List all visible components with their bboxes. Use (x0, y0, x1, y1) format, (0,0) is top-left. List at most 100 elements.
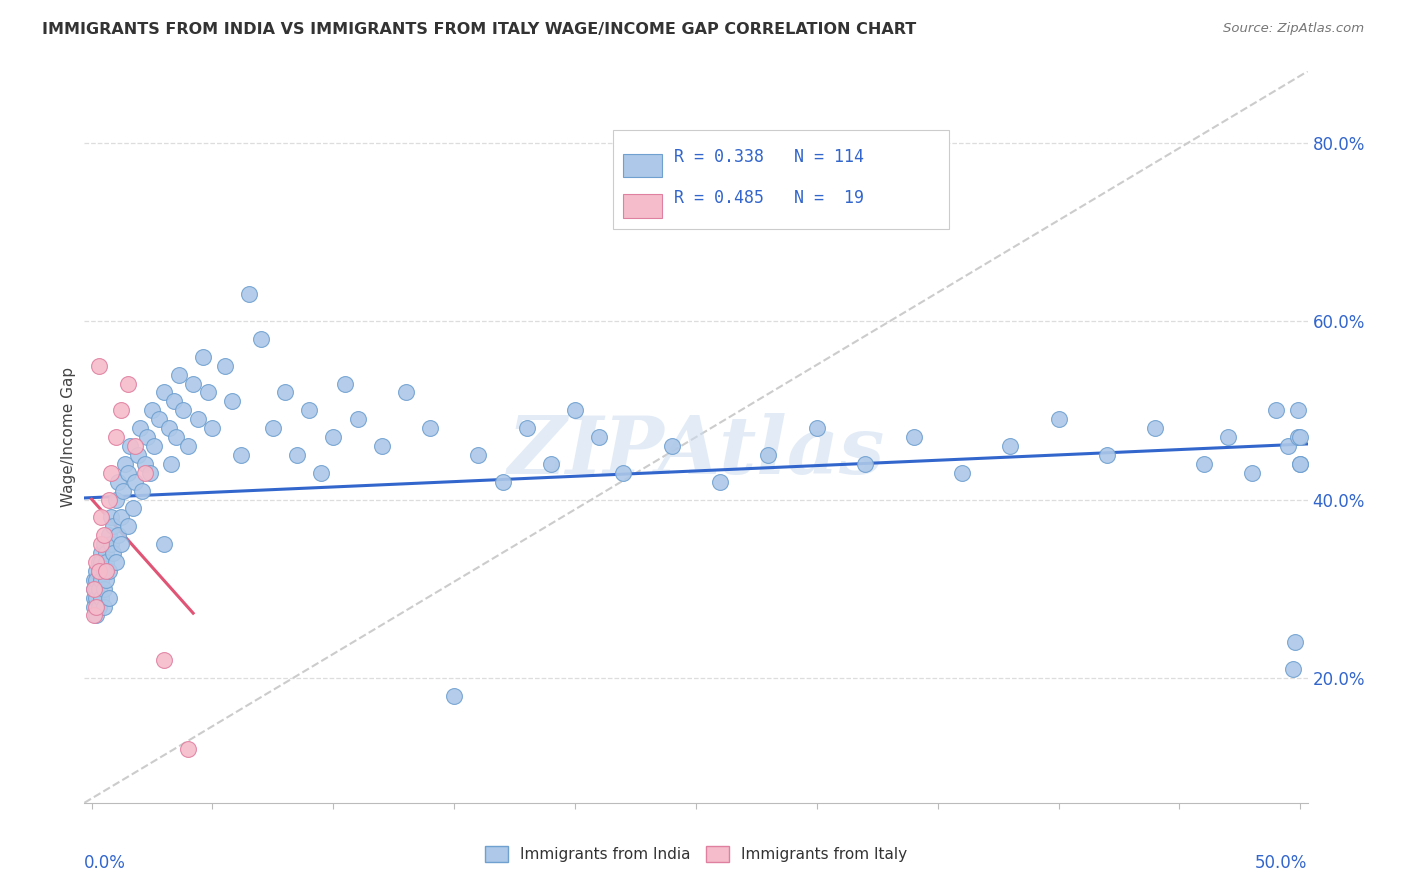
Point (87, 582, 110, 596)
Point (661, 439, 683, 453)
Point (806, 421, 828, 435)
Point (110, 510, 132, 524)
Text: 50.0%: 50.0% (1256, 854, 1308, 872)
Point (181, 376, 204, 391)
Point (104, 555, 127, 569)
Point (395, 385, 418, 400)
Point (516, 421, 538, 435)
Point (136, 430, 159, 444)
Point (335, 376, 357, 391)
Point (903, 430, 925, 444)
Point (93, 582, 115, 596)
Point (1095, 448, 1118, 462)
Point (1289, 457, 1312, 471)
Point (87, 564, 110, 578)
Point (93, 528, 115, 542)
Point (94, 564, 117, 578)
Point (94, 573, 117, 587)
Point (1047, 412, 1070, 426)
Point (172, 403, 194, 417)
Point (285, 448, 308, 462)
Point (153, 653, 176, 667)
Point (467, 448, 489, 462)
Point (90, 591, 112, 605)
Point (221, 394, 243, 409)
Point (1192, 457, 1215, 471)
Point (129, 421, 152, 435)
Point (1216, 430, 1239, 444)
Point (117, 376, 139, 391)
Point (112, 483, 135, 498)
Point (93, 537, 115, 551)
Point (157, 421, 180, 435)
Point (124, 439, 146, 453)
Point (1282, 662, 1305, 676)
Legend: Immigrants from India, Immigrants from Italy: Immigrants from India, Immigrants from I… (479, 840, 912, 868)
Point (201, 421, 224, 435)
Point (86, 608, 108, 623)
Point (100, 537, 122, 551)
FancyBboxPatch shape (613, 130, 949, 228)
Point (160, 457, 183, 471)
Point (100, 510, 122, 524)
Point (1286, 403, 1309, 417)
Point (309, 466, 332, 480)
Point (90, 573, 112, 587)
Bar (623, 194, 662, 218)
Point (107, 475, 129, 489)
Point (1286, 430, 1309, 444)
Point (1265, 403, 1288, 417)
Point (1289, 430, 1312, 444)
Point (83, 599, 105, 614)
Point (127, 448, 149, 462)
Point (117, 466, 139, 480)
Point (86, 582, 108, 596)
Point (231, 448, 253, 462)
Point (1000, 439, 1022, 453)
Point (950, 466, 973, 480)
Point (104, 430, 127, 444)
Point (83, 608, 105, 623)
Point (114, 457, 136, 471)
Point (90, 510, 112, 524)
Point (197, 385, 219, 400)
Point (346, 412, 368, 426)
Text: Source: ZipAtlas.com: Source: ZipAtlas.com (1223, 22, 1364, 36)
Point (143, 439, 166, 453)
Point (148, 412, 170, 426)
Point (94, 546, 117, 560)
Point (612, 466, 634, 480)
Point (90, 555, 112, 569)
Point (1277, 439, 1299, 453)
Point (97, 591, 120, 605)
Text: IMMIGRANTS FROM INDIA VS IMMIGRANTS FROM ITALY WAGE/INCOME GAP CORRELATION CHART: IMMIGRANTS FROM INDIA VS IMMIGRANTS FROM… (42, 22, 917, 37)
Point (167, 368, 190, 382)
Point (177, 742, 200, 756)
Point (138, 466, 160, 480)
Y-axis label: Wage/Income Gap: Wage/Income Gap (60, 367, 76, 508)
Point (97, 528, 120, 542)
Point (120, 439, 142, 453)
Point (274, 385, 297, 400)
Point (187, 412, 209, 426)
Point (87, 359, 110, 373)
Point (1289, 457, 1312, 471)
Point (93, 599, 115, 614)
Point (90, 537, 112, 551)
Point (588, 430, 610, 444)
Point (83, 573, 105, 587)
Point (83, 591, 105, 605)
Point (564, 403, 586, 417)
Point (153, 385, 176, 400)
Point (103, 519, 125, 533)
Point (94, 555, 117, 569)
Point (1284, 635, 1306, 649)
Point (86, 599, 108, 614)
Point (117, 519, 139, 533)
Point (124, 475, 146, 489)
Bar (623, 154, 662, 178)
Point (540, 457, 562, 471)
Point (90, 546, 112, 560)
Point (491, 475, 513, 489)
Point (86, 555, 108, 569)
